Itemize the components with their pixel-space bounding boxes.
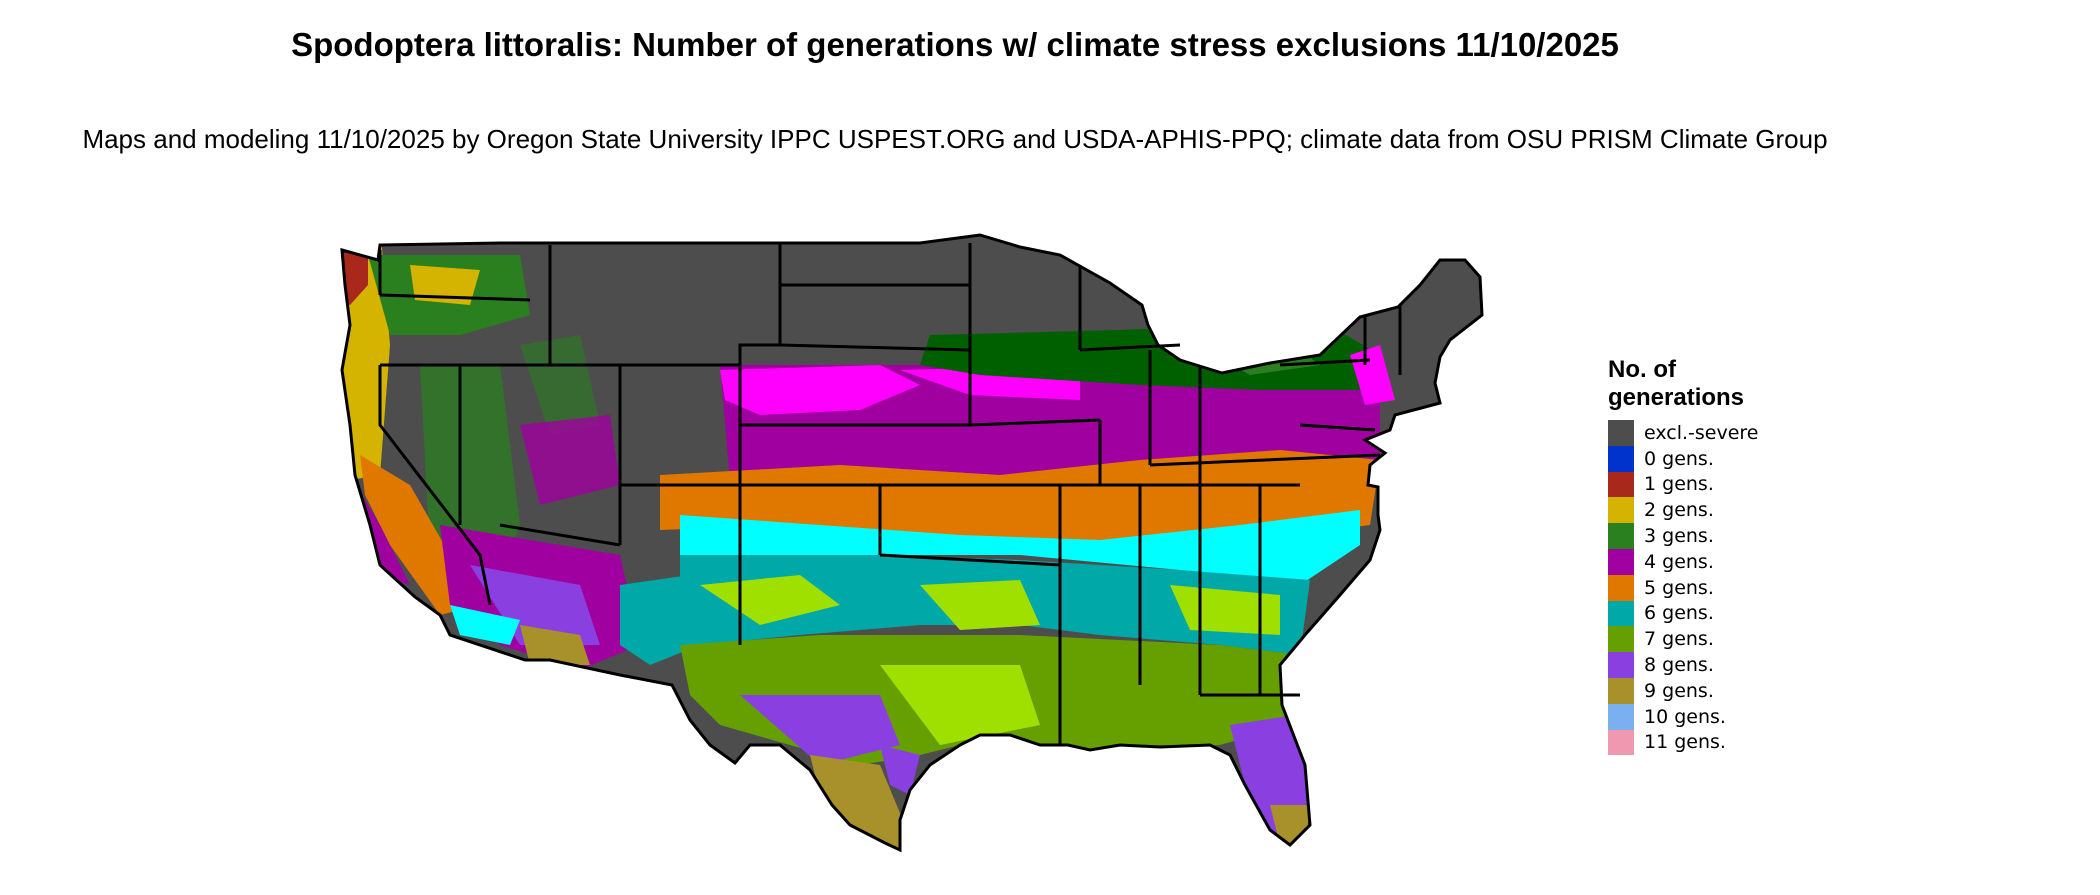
legend-label: 11 gens. [1644,731,1726,754]
us-generations-map [340,233,1484,852]
legend-item: 3 gens. [1608,523,1768,549]
map-subtitle: Maps and modeling 11/10/2025 by Oregon S… [82,124,1828,154]
legend-swatch [1608,729,1634,756]
legend: No. of generations excl.-severe 0 gens. 1 … [1608,356,1768,756]
legend-label: 5 gens. [1644,576,1714,599]
legend-item: 9 gens. [1608,677,1768,704]
legend-label: 1 gens. [1644,473,1714,496]
legend-item: 8 gens. [1608,652,1768,678]
legend-label: excl.-severe [1644,421,1759,444]
legend-label: 8 gens. [1644,654,1714,677]
legend-item: 6 gens. [1608,600,1768,627]
legend-swatch [1608,677,1634,704]
legend-item: excl.-severe [1608,420,1768,446]
legend-label: 4 gens. [1644,550,1714,573]
legend-item: 7 gens. [1608,626,1768,653]
legend-swatch [1608,548,1634,575]
legend-label: 7 gens. [1644,628,1714,651]
legend-item: 11 gens. [1608,729,1768,756]
legend-swatch [1608,523,1634,549]
legend-item: 5 gens. [1608,574,1768,601]
legend-swatch [1608,471,1634,498]
legend-swatch [1608,703,1634,730]
legend-label: 10 gens. [1644,705,1726,728]
map-title: Spodoptera littoralis: Number of generat… [291,26,1619,63]
legend-title: No. of generations [1608,356,1745,411]
legend-swatch [1608,445,1634,472]
legend-item: 2 gens. [1608,497,1768,524]
legend-item: 1 gens. [1608,471,1768,498]
legend-swatch [1608,574,1634,601]
legend-swatch [1608,420,1634,446]
legend-item: 0 gens. [1608,445,1768,472]
legend-item: 10 gens. [1608,703,1768,730]
legend-label: 0 gens. [1644,447,1714,470]
legend-label: 2 gens. [1644,499,1714,522]
legend-label: 3 gens. [1644,525,1714,548]
legend-item: 4 gens. [1608,548,1768,575]
legend-items: excl.-severe 0 gens. 1 gens. 2 gens. 3 gens.… [1608,420,1768,756]
legend-swatch [1608,626,1634,653]
legend-label: 9 gens. [1644,679,1714,702]
legend-label: 6 gens. [1644,602,1714,625]
legend-swatch [1608,652,1634,678]
legend-swatch [1608,497,1634,524]
legend-swatch [1608,600,1634,627]
state-borders [340,233,1484,852]
